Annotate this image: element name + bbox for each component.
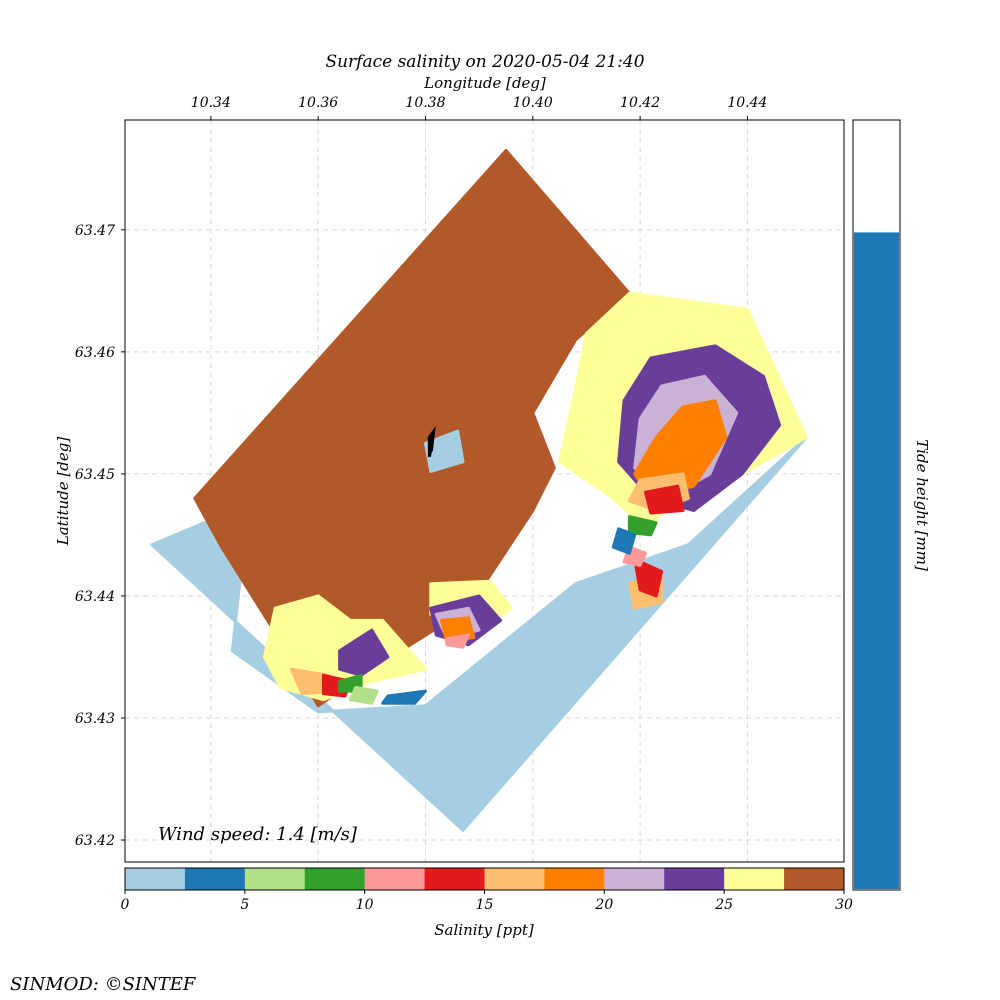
- tide-height-label: Tide height [mm]: [913, 439, 931, 571]
- colorbar-cell-10: [724, 868, 785, 890]
- y-ticks: 63.42 63.43 63.44 63.45 63.46 63.47: [75, 223, 125, 849]
- y-tick-label-3: 63.45: [75, 467, 115, 483]
- colorbar-cell-7: [544, 868, 605, 890]
- colorbar-cell-6: [484, 868, 545, 890]
- colorbar-cells: [125, 868, 845, 890]
- colorbar-cell-3: [304, 868, 366, 890]
- wind-direction-arrow: [427, 425, 436, 458]
- x-tick-label-5: 10.44: [727, 95, 767, 111]
- colorbar-cell-1: [184, 868, 246, 890]
- colorbar-tick-label-1: 5: [240, 897, 249, 913]
- tide-height-bar: [854, 232, 899, 889]
- tide-frame: [852, 119, 901, 891]
- x-tick-label-0: 10.34: [191, 95, 231, 111]
- wind-arrow-shaft: [428, 438, 434, 457]
- y-tick-label-2: 63.44: [75, 589, 115, 605]
- x-tick-label-4: 10.42: [620, 95, 660, 111]
- salinity-region-22: [348, 686, 379, 705]
- salinity-region-25: [424, 429, 465, 473]
- y-tick-label-5: 63.47: [75, 223, 115, 239]
- y-tick-label-0: 63.42: [75, 833, 115, 849]
- salinity-region-24: [381, 689, 427, 705]
- x-tick-label-2: 10.38: [405, 95, 445, 111]
- salinity-region-16: [633, 557, 664, 598]
- tide-height-gauge: Tide height [mm]: [852, 119, 931, 891]
- chart-title: Surface salinity on 2020-05-04 21:40: [325, 52, 644, 72]
- footer-credit: SINMOD: ©SINTEF: [10, 974, 197, 995]
- map-axes: 10.34 10.36 10.38 10.40 10.42 10.44 63.4263.4…: [75, 95, 845, 863]
- colorbar-cell-8: [604, 868, 665, 890]
- x-axis-label: Longitude [deg]: [423, 74, 546, 92]
- colorbar-cell-0: [125, 868, 186, 890]
- y-tick-label-4: 63.46: [75, 345, 115, 361]
- colorbar-label: Salinity [ppt]: [434, 921, 534, 939]
- salinity-region-15: [644, 484, 685, 515]
- salinity-region-20: [627, 515, 658, 537]
- colorbar-cell-11: [784, 868, 845, 890]
- salinity-field: [150, 149, 808, 832]
- colorbar-cell-9: [664, 868, 725, 890]
- wind-speed-annotation: Wind speed: 1.4 [m/s]: [158, 824, 358, 845]
- salinity-region-19: [445, 633, 470, 649]
- salinity-colorbar: 0 5 10 15 20 25 30 Salinity [ppt]: [121, 867, 853, 939]
- colorbar-cell-2: [244, 868, 306, 890]
- map-frame: [124, 119, 845, 863]
- x-tick-label-3: 10.40: [513, 95, 553, 111]
- colorbar-cell-4: [364, 868, 426, 890]
- x-ticks: 10.34 10.36 10.38 10.40 10.42 10.44: [191, 95, 767, 120]
- colorbar-ticks: 0 5 10 15 20 25 30: [121, 890, 853, 913]
- colorbar-tick-label-3: 15: [476, 897, 494, 913]
- colorbar-tick-label-2: 10: [356, 897, 374, 913]
- colorbar-cell-5: [424, 868, 485, 890]
- x-tick-label-1: 10.36: [298, 95, 338, 111]
- y-axis-label: Latitude [deg]: [54, 437, 72, 547]
- salinity-region-23: [611, 527, 637, 555]
- salinity-region-7: [338, 628, 390, 677]
- colorbar-tick-label-5: 25: [714, 897, 733, 913]
- colorbar-tick-label-0: 0: [121, 897, 130, 913]
- colorbar-tick-label-6: 30: [835, 897, 853, 913]
- colorbar-tick-label-4: 20: [594, 897, 613, 913]
- y-tick-label-1: 63.43: [75, 711, 115, 727]
